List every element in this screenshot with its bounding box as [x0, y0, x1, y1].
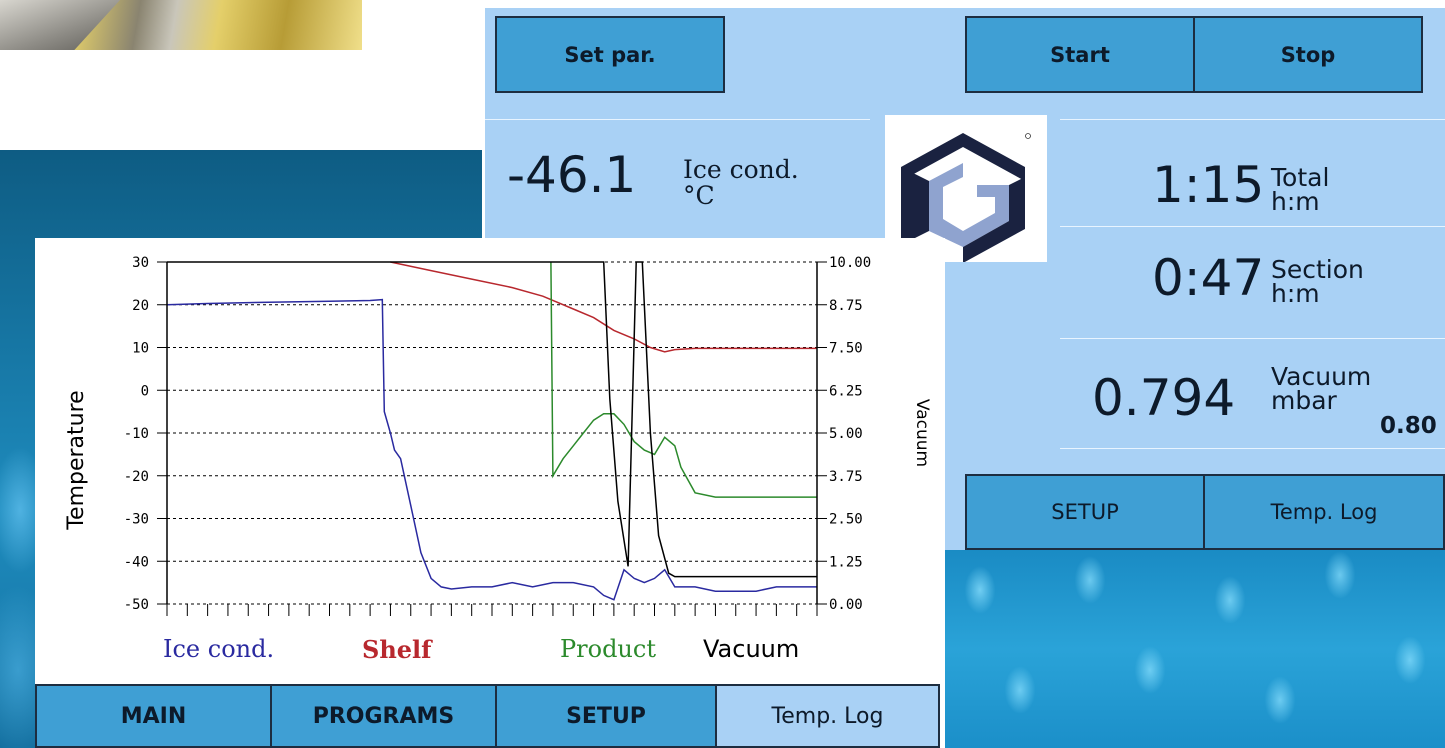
y-tick-label: -10 [124, 426, 149, 442]
total-time-label: Total [1271, 163, 1330, 192]
series-line-product [550, 261, 817, 498]
stop-button[interactable]: Stop [1193, 16, 1423, 93]
section-time-value: 0:47 [1152, 249, 1265, 307]
y-tick-label: -30 [124, 512, 149, 528]
vacuum-label: Vacuum [1271, 362, 1372, 391]
nav-temp-log-button[interactable]: Temp. Log [715, 684, 940, 748]
ice-cond-unit: °C [683, 181, 715, 210]
y2-tick-label: 7.50 [829, 341, 863, 357]
nav-setup-button[interactable]: SETUP [495, 684, 717, 748]
legend-shelf: Shelf [362, 635, 432, 664]
ice-cond-value: -46.1 [507, 146, 637, 204]
tab-setup[interactable]: SETUP [965, 474, 1205, 550]
y2-axis-label: Vacuum [912, 399, 932, 467]
y-tick-label: 0 [141, 383, 149, 399]
legend-product: Product [560, 635, 656, 663]
start-button[interactable]: Start [965, 16, 1195, 93]
y-tick-label: -50 [124, 597, 149, 613]
steel-tray-photo [0, 0, 120, 50]
y-tick-label: 30 [132, 255, 149, 271]
water-droplets-background [940, 550, 1445, 748]
total-time-value: 1:15 [1152, 156, 1265, 214]
y-tick-label: -40 [124, 554, 149, 570]
vacuum-unit: mbar [1271, 386, 1337, 415]
temperature-vacuum-chart: 30 10.00 20 8.75 10 7.50 0 6.25 -10 5.00 -20 3.75 -3… [64, 255, 932, 616]
y-tick-label: 10 [132, 341, 149, 357]
section-time-unit: h:m [1271, 279, 1320, 308]
vacuum-setpoint: 0.80 [1380, 413, 1437, 439]
divider [1060, 119, 1445, 120]
y2-tick-label: 2.50 [829, 512, 863, 528]
y2-tick-label: 1.25 [829, 554, 863, 570]
y2-tick-label: 5.00 [829, 426, 863, 442]
g-logo-icon [901, 133, 1031, 263]
y-axis-label: Temperature [64, 390, 89, 530]
temperature-log-panel: 30 10.00 20 8.75 10 7.50 0 6.25 -10 5.00 -20 3.75 -3… [35, 238, 945, 748]
y2-tick-label: 6.25 [829, 383, 863, 399]
y2-tick-label: 8.75 [829, 298, 863, 314]
nav-main-button[interactable]: MAIN [35, 684, 272, 748]
y-tick-label: -20 [124, 469, 149, 485]
divider [1060, 448, 1445, 449]
ice-cond-label: Ice cond. [683, 155, 799, 184]
y2-tick-label: 3.75 [829, 469, 863, 485]
tab-temp-log[interactable]: Temp. Log [1203, 474, 1445, 550]
y-tick-label: 20 [132, 298, 149, 314]
set-par-button[interactable]: Set par. [495, 16, 725, 93]
divider [485, 119, 870, 120]
legend-vacuum: Vacuum [703, 635, 800, 663]
series-line-shelf [390, 261, 817, 353]
y2-tick-label: 0.00 [829, 597, 863, 613]
section-time-label: Section [1271, 255, 1364, 284]
legend-ice-cond: Ice cond. [163, 635, 275, 663]
lyophilized-product-photo [0, 0, 362, 50]
y2-tick-label: 10.00 [829, 255, 871, 271]
company-logo [885, 115, 1047, 263]
vacuum-value: 0.794 [1092, 369, 1236, 427]
series-line-ice-cond [166, 298, 817, 601]
nav-programs-button[interactable]: PROGRAMS [270, 684, 497, 748]
total-time-unit: h:m [1271, 187, 1320, 216]
divider [1060, 338, 1445, 339]
series-line-vacuum [167, 261, 817, 578]
divider [1060, 226, 1445, 227]
